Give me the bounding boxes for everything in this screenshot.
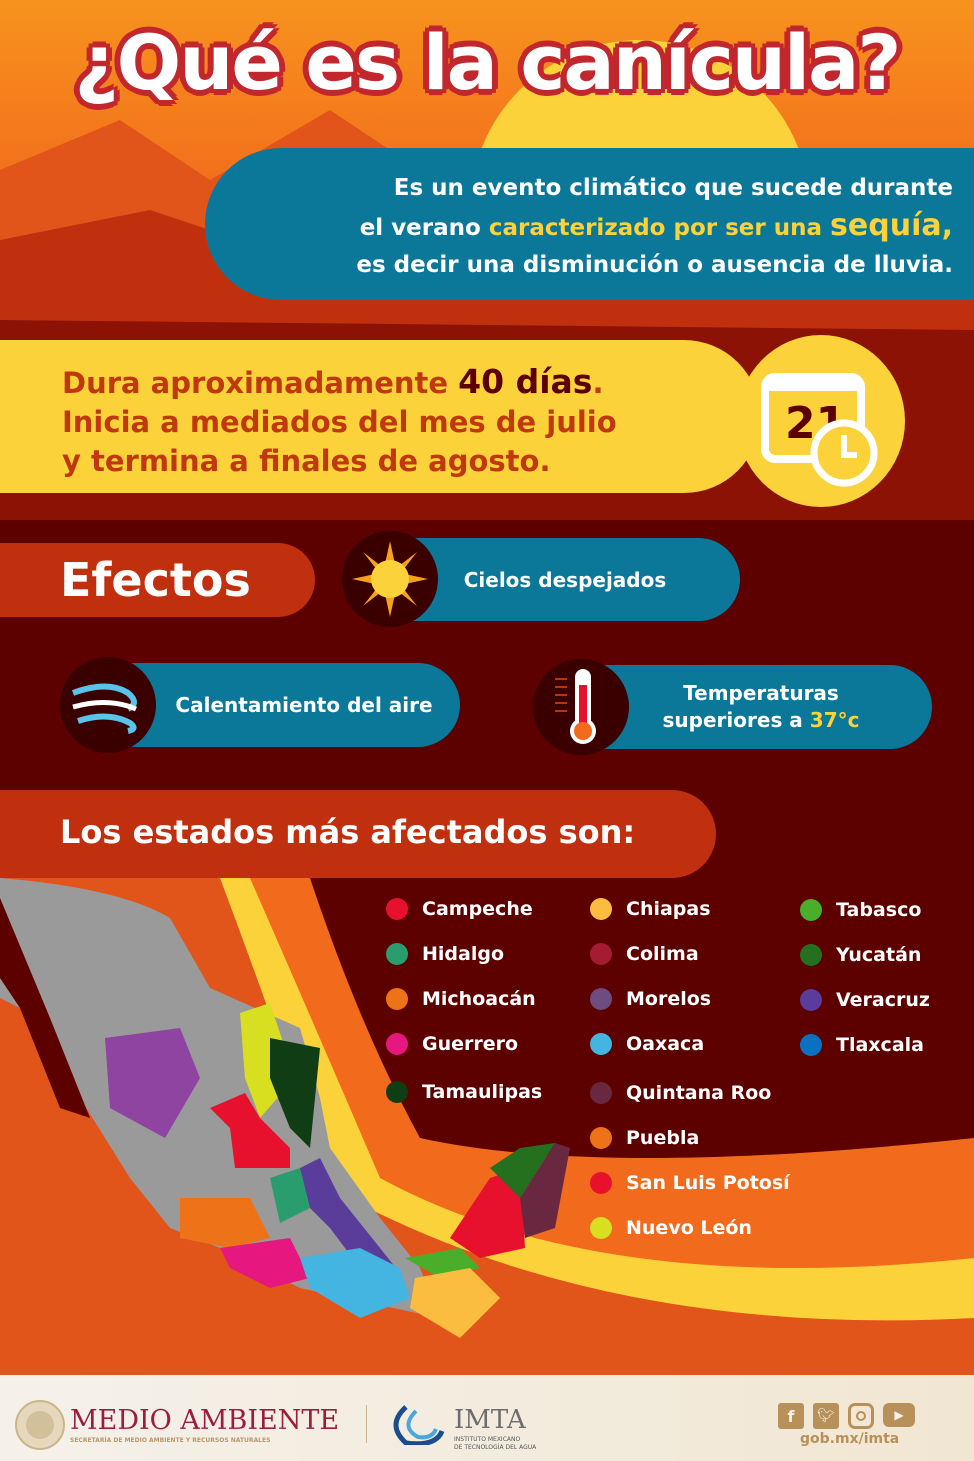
mexico-map <box>0 878 974 1375</box>
legend-color-dot <box>590 1082 612 1104</box>
legend-item: Tabasco <box>800 899 921 921</box>
legend-label: Tabasco <box>836 899 922 921</box>
definition-line: es decir una disminución o ausencia de l… <box>356 252 953 278</box>
legend-item: Nuevo León <box>590 1217 752 1239</box>
legend-label: Yucatán <box>836 944 922 966</box>
legend-label: Chiapas <box>626 898 711 920</box>
legend-item: Campeche <box>386 898 533 920</box>
legend-item: San Luis Potosí <box>590 1172 790 1194</box>
footer: MEDIO AMBIENTE SECRETARÍA DE MEDIO AMBIE… <box>0 1375 974 1461</box>
mexico-seal-logo <box>15 1400 65 1450</box>
imta-wave-logo <box>393 1405 445 1445</box>
legend-label: Veracruz <box>836 989 930 1011</box>
legend-label: Campeche <box>422 898 533 920</box>
effect-clear-skies: Cielos despejados <box>390 538 740 621</box>
legend-item: Colima <box>590 943 699 965</box>
legend-item: Morelos <box>590 988 711 1010</box>
legend-label: Quintana Roo <box>626 1082 772 1104</box>
wind-icon <box>60 657 156 753</box>
legend-color-dot <box>800 899 822 921</box>
legend-label: Puebla <box>626 1127 700 1149</box>
page-title: ¿Qué es la canícula? <box>74 18 902 107</box>
definition-line: Es un evento climático que sucede durant… <box>393 175 953 201</box>
effect-air-warming: Calentamiento del aire <box>108 663 460 747</box>
facebook-icon[interactable]: f <box>778 1403 804 1429</box>
legend-color-dot <box>386 898 408 920</box>
legend-label: Morelos <box>626 988 712 1010</box>
duration-line: Inicia a mediados del mes de julio <box>62 405 617 439</box>
legend-item: Veracruz <box>800 989 930 1011</box>
legend-item: Guerrero <box>386 1033 518 1055</box>
youtube-icon[interactable]: ▶ <box>883 1403 915 1427</box>
legend-item: Tamaulipas <box>386 1081 542 1103</box>
legend-color-dot <box>590 1172 612 1194</box>
imta-subtitle: INSTITUTO MEXICANO DE TECNOLOGÍA DEL AGUA <box>454 1436 537 1451</box>
sun-icon <box>342 531 438 627</box>
divider <box>366 1405 367 1443</box>
legend-color-dot <box>800 944 822 966</box>
thermometer-icon <box>533 659 629 755</box>
effect-high-temperatures: Temperaturas superiores a 37°c <box>580 665 932 749</box>
legend-item: Puebla <box>590 1127 699 1149</box>
legend-color-dot <box>590 1127 612 1149</box>
duration-band: Dura aproximadamente 40 días. Inicia a m… <box>0 340 760 493</box>
legend-item: Quintana Roo <box>590 1082 771 1104</box>
duration-line: Dura aproximadamente 40 días. <box>62 362 604 401</box>
legend-color-dot <box>386 988 408 1010</box>
medio-ambiente-logo: MEDIO AMBIENTE <box>70 1405 340 1436</box>
website-link[interactable]: gob.mx/imta <box>800 1431 900 1447</box>
legend-label: Tlaxcala <box>836 1034 924 1056</box>
social-links: f 🐦︎ ▶ <box>778 1403 915 1429</box>
definition-box: Es un evento climático que sucede durant… <box>205 148 974 300</box>
legend-color-dot <box>386 1081 408 1103</box>
legend-label: Guerrero <box>422 1033 519 1055</box>
medio-ambiente-subtitle: SECRETARÍA DE MEDIO AMBIENTE Y RECURSOS … <box>70 1437 271 1444</box>
legend-label: Colima <box>626 943 699 965</box>
legend-item: Chiapas <box>590 898 711 920</box>
calendar-icon: 21 <box>737 335 905 507</box>
legend-item: Michoacán <box>386 988 536 1010</box>
legend-color-dot <box>590 898 612 920</box>
legend-color-dot <box>800 989 822 1011</box>
effects-heading: Efectos <box>0 543 315 617</box>
legend-label: Nuevo León <box>626 1217 752 1239</box>
legend-color-dot <box>800 1034 822 1056</box>
twitter-icon[interactable]: 🐦︎ <box>813 1403 839 1429</box>
legend-label: Oaxaca <box>626 1033 705 1055</box>
legend-color-dot <box>590 1217 612 1239</box>
states-heading: Los estados más afectados son: <box>0 790 716 878</box>
legend-label: San Luis Potosí <box>626 1172 790 1194</box>
definition-line: el verano caracterizado por ser una sequ… <box>359 208 953 243</box>
imta-logo-text: IMTA <box>454 1405 526 1435</box>
instagram-icon[interactable] <box>848 1403 874 1429</box>
legend-item: Oaxaca <box>590 1033 704 1055</box>
legend-color-dot <box>590 1033 612 1055</box>
legend-color-dot <box>590 943 612 965</box>
legend-label: Tamaulipas <box>422 1081 543 1103</box>
legend-label: Hidalgo <box>422 943 505 965</box>
legend-item: Hidalgo <box>386 943 504 965</box>
legend-color-dot <box>386 943 408 965</box>
legend-color-dot <box>590 988 612 1010</box>
duration-line: y termina a finales de agosto. <box>62 444 551 478</box>
legend-item: Tlaxcala <box>800 1034 924 1056</box>
legend-item: Yucatán <box>800 944 921 966</box>
legend-color-dot <box>386 1033 408 1055</box>
legend-label: Michoacán <box>422 988 536 1010</box>
